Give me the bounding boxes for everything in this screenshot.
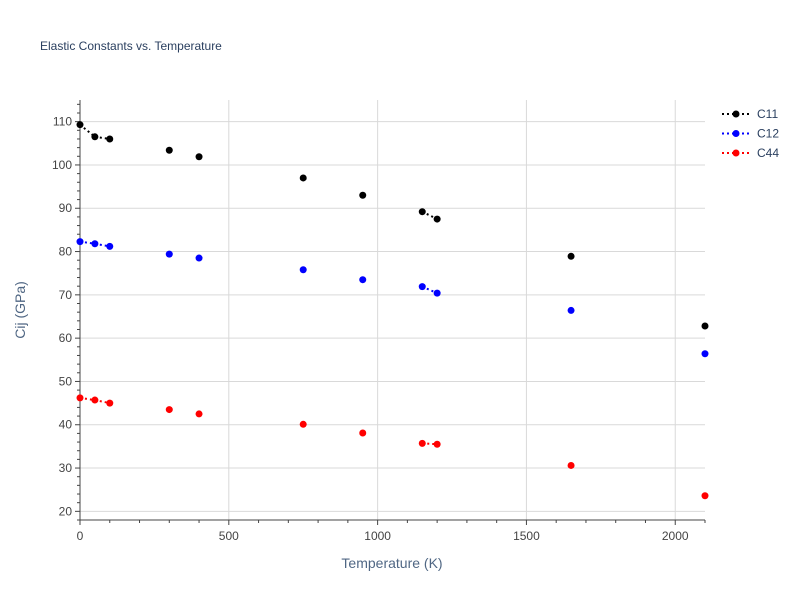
plot-series [76, 121, 709, 500]
legend-label-c44: C44 [757, 146, 779, 160]
data-point-c44 [299, 420, 307, 428]
y-axis-title: Cij (GPa) [12, 281, 28, 339]
y-tick-label: 60 [59, 331, 73, 345]
y-tick-label: 40 [59, 418, 73, 432]
series-c11 [76, 121, 709, 330]
data-point-c44 [359, 429, 367, 437]
data-point-c11 [433, 215, 441, 223]
y-tick-label: 100 [52, 158, 72, 172]
legend[interactable]: C11 C12 C44 [722, 107, 779, 160]
data-point-c11 [359, 191, 367, 199]
data-point-c44 [567, 461, 575, 469]
data-point-c11 [76, 121, 84, 129]
data-point-c11 [418, 208, 426, 216]
y-tick-label: 110 [53, 115, 72, 129]
data-point-c12 [701, 350, 709, 358]
legend-label-c11: C11 [757, 107, 778, 121]
data-point-c12 [567, 306, 575, 314]
x-tick-label: 1000 [364, 529, 391, 543]
data-point-c12 [359, 276, 367, 284]
x-tick-label: 2000 [662, 529, 689, 543]
data-point-c44 [418, 439, 426, 447]
legend-label-c12: C12 [757, 127, 779, 141]
data-point-c11 [701, 322, 709, 330]
data-point-c12 [91, 240, 99, 248]
data-point-c12 [76, 238, 84, 246]
data-point-c44 [195, 410, 203, 418]
chart-title: Elastic Constants vs. Temperature [40, 39, 222, 53]
data-point-c12 [106, 242, 114, 250]
y-tick-label: 70 [59, 288, 73, 302]
data-point-c11 [195, 153, 203, 161]
data-point-c12 [195, 254, 203, 262]
data-point-c44 [165, 406, 173, 414]
data-point-c11 [299, 174, 307, 182]
legend-item-c44[interactable]: C44 [722, 146, 779, 160]
x-tick-label: 1500 [513, 529, 540, 543]
legend-item-c12[interactable]: C12 [722, 127, 779, 141]
data-point-c44 [106, 399, 114, 407]
y-tick-label: 50 [59, 374, 73, 388]
y-tick-label: 20 [59, 504, 73, 518]
x-tick-label: 0 [77, 529, 84, 543]
data-point-c11 [91, 133, 99, 141]
y-tick-label: 80 [59, 245, 73, 259]
data-point-c11 [106, 135, 114, 143]
data-point-c11 [567, 252, 575, 260]
data-point-c44 [91, 396, 99, 404]
legend-marker-c12 [732, 130, 740, 137]
data-point-c44 [701, 492, 709, 500]
data-point-c12 [433, 289, 441, 297]
x-tick-label: 500 [219, 529, 239, 543]
series-c44 [76, 394, 709, 500]
data-point-c44 [433, 440, 441, 448]
grid [80, 100, 705, 520]
y-tick-label: 90 [59, 201, 73, 215]
x-axis-title: Temperature (K) [341, 555, 442, 571]
data-point-c11 [165, 146, 173, 154]
legend-item-c11[interactable]: C11 [722, 107, 778, 121]
legend-marker-c44 [732, 149, 740, 157]
y-tick-label: 30 [59, 461, 73, 475]
data-point-c12 [418, 283, 426, 291]
legend-marker-c11 [732, 110, 740, 118]
series-c12 [76, 238, 709, 358]
data-point-c12 [165, 250, 173, 258]
axes: 20 30 40 50 60 70 80 90 100 110 0 500 1000 1500 2000 [52, 100, 706, 543]
data-point-c12 [299, 266, 307, 274]
data-point-c44 [76, 394, 84, 402]
